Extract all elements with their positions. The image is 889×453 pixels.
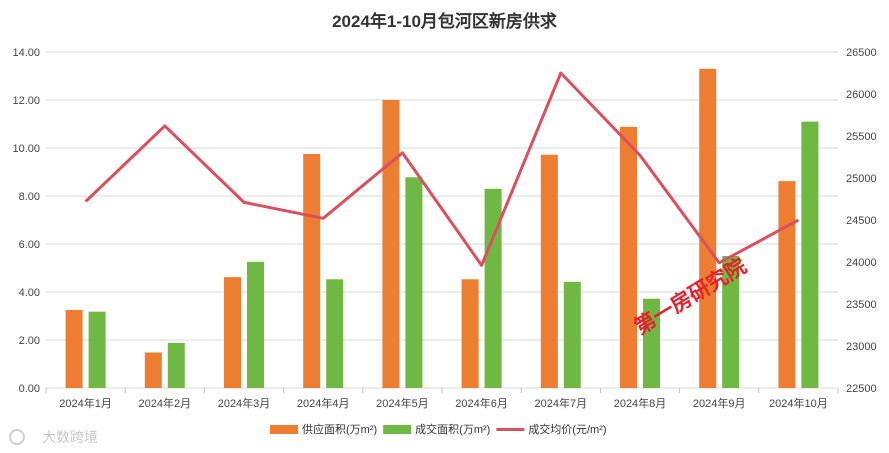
x-tick-label: 2024年7月	[535, 396, 588, 410]
y-left-tick-label: 10.00	[12, 143, 40, 155]
y-left-tick-label: 2.00	[19, 335, 40, 347]
bar-deal	[563, 281, 581, 388]
y-right-tick-label: 23000	[846, 341, 877, 353]
bar-supply	[699, 68, 717, 389]
y-right-tick-label: 24000	[846, 257, 877, 269]
legend-swatch	[270, 425, 298, 434]
bars	[65, 68, 819, 389]
y-axis-left: 0.00 2.00 4.00 6.00 8.00 10.00 12.00 14.00	[12, 47, 40, 395]
x-tick-label: 2024年3月	[218, 396, 271, 410]
bar-supply	[778, 181, 796, 388]
x-tick-label: 2024年2月	[139, 396, 192, 410]
y-right-tick-label: 26500	[846, 47, 877, 59]
bar-supply	[303, 154, 321, 388]
watermark-grey-text: 大数跨境	[42, 430, 98, 446]
y-right-tick-label: 24500	[846, 215, 877, 227]
y-left-tick-label: 14.00	[12, 47, 40, 59]
price-line	[84, 71, 800, 267]
bar-deal	[643, 298, 660, 388]
bar-deal	[326, 279, 344, 388]
bar-supply	[540, 154, 558, 388]
y-right-tick-label: 26000	[846, 89, 877, 101]
x-tick-label: 2024年5月	[376, 396, 429, 410]
y-left-tick-label: 8.00	[19, 191, 40, 203]
bar-deal	[801, 121, 819, 388]
y-left-tick-label: 4.00	[19, 287, 40, 299]
bar-supply	[461, 279, 479, 388]
y-left-tick-label: 0.00	[19, 383, 40, 395]
bar-supply	[382, 100, 400, 388]
bar-deal	[484, 188, 502, 388]
bar-deal	[405, 177, 423, 388]
x-tick-label: 2024年8月	[614, 396, 667, 410]
x-axis: 2024年1月 2024年2月 2024年3月 2024年4月 2024年5月 2024年…	[59, 396, 827, 410]
y-left-tick-label: 12.00	[12, 95, 40, 107]
watermark-grey: 大数跨境	[9, 429, 98, 446]
bar-supply	[144, 352, 162, 388]
y-axis-right: 22500 23000 23500 24000 24500 25000 25500 26000…	[846, 47, 877, 395]
bar-supply	[224, 277, 241, 388]
bar-deal	[167, 342, 185, 388]
y-right-tick-label: 23500	[846, 299, 877, 311]
price-line-path	[84, 71, 800, 267]
bar-supply	[65, 310, 83, 388]
y-right-tick-label: 25500	[846, 131, 877, 143]
watermark-logo-icon	[9, 429, 25, 445]
bar-deal	[722, 256, 740, 388]
chart-title: 2024年1-10月包河区新房供求	[332, 11, 557, 31]
legend-swatch	[383, 425, 412, 434]
legend-label: 成交面积(万m²)	[415, 422, 490, 436]
x-tick-label: 2024年6月	[455, 396, 508, 410]
grid-lines	[45, 51, 839, 393]
x-tick-label: 2024年9月	[693, 396, 746, 410]
y-right-tick-label: 25000	[846, 173, 877, 185]
bar-deal	[88, 311, 106, 388]
bar-deal	[247, 261, 264, 388]
legend-label: 成交均价(元/m²)	[528, 422, 606, 436]
y-left-tick-label: 6.00	[19, 239, 40, 251]
legend-label: 供应面积(万m²)	[302, 422, 377, 436]
y-right-tick-label: 22500	[846, 383, 877, 395]
x-tick-label: 2024年4月	[297, 396, 350, 410]
x-tick-label: 2024年10月	[769, 396, 828, 410]
x-tick-label: 2024年1月	[59, 396, 112, 410]
legend: 供应面积(万m²) 成交面积(万m²) 成交均价(元/m²)	[270, 422, 607, 436]
bar-supply	[620, 126, 637, 388]
